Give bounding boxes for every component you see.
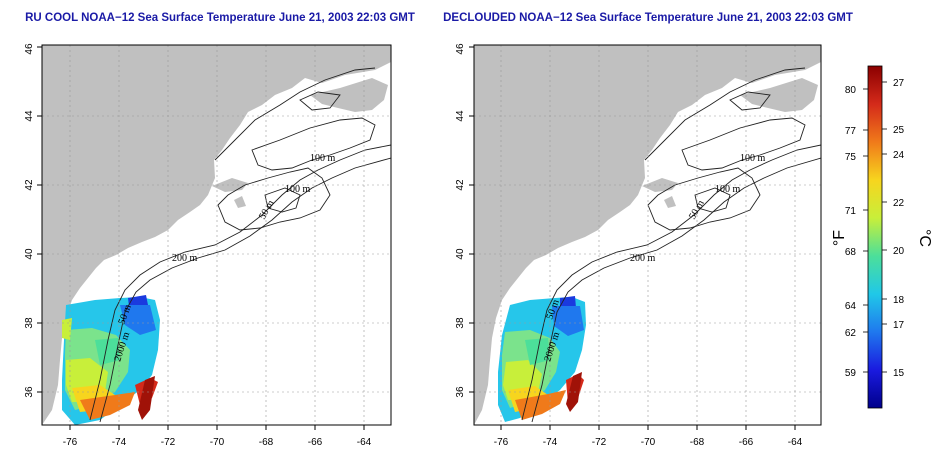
contour-label: 200 m	[630, 253, 656, 264]
fahrenheit-tick: 77	[845, 126, 857, 137]
celsius-unit-label: °C	[916, 229, 933, 247]
lon-tick-label: -64	[357, 437, 372, 448]
lat-tick-label: 38	[24, 317, 35, 329]
latitude-axis	[469, 46, 474, 393]
panel-rucool: RU COOL NOAA−12 Sea Surface Temperature …	[24, 12, 415, 448]
colorbar: 80 77 75 71 68 64 62 59 27 25 24 22 20 1…	[831, 65, 933, 409]
celsius-tick: 17	[893, 320, 905, 331]
lon-tick-label: -66	[308, 437, 323, 448]
sea-surface-temperature	[62, 295, 160, 425]
contour-label: 100 m	[715, 184, 741, 195]
fahrenheit-tick: 59	[845, 368, 857, 379]
fahrenheit-unit-label: °F	[831, 230, 848, 246]
map-area	[474, 45, 821, 425]
lon-tick-label: -76	[63, 437, 78, 448]
lon-tick-label: -64	[788, 437, 803, 448]
lat-tick-label: 40	[455, 248, 466, 260]
lat-tick-label: 44	[455, 110, 466, 122]
bathymetry-contours	[89, 67, 391, 423]
map-area	[42, 45, 391, 425]
colorbar-gradient	[867, 65, 883, 409]
lon-tick-label: -72	[161, 437, 176, 448]
lat-tick-label: 44	[24, 110, 35, 122]
colorbar-ticks	[863, 81, 887, 373]
celsius-tick: 15	[893, 368, 905, 379]
lat-tick-label: 40	[24, 248, 35, 260]
contour-label: 100 m	[740, 153, 766, 164]
lat-tick-label: 42	[24, 179, 35, 191]
lat-tick-label: 38	[455, 317, 466, 329]
fahrenheit-tick: 75	[845, 152, 857, 163]
fahrenheit-tick: 64	[845, 301, 857, 312]
lat-tick-label: 36	[24, 386, 35, 398]
celsius-tick: 24	[893, 150, 905, 161]
grid	[474, 45, 821, 425]
lon-tick-label: -68	[259, 437, 274, 448]
longitude-axis	[500, 425, 796, 430]
lon-tick-label: -74	[543, 437, 558, 448]
bathymetry-contours	[521, 67, 821, 423]
lon-tick-label: -74	[112, 437, 127, 448]
fahrenheit-tick: 71	[845, 206, 857, 217]
lat-tick-label: 42	[455, 179, 466, 191]
lon-tick-label: -68	[690, 437, 705, 448]
celsius-tick: 18	[893, 295, 905, 306]
land-mass	[42, 45, 391, 425]
celsius-tick: 20	[893, 246, 905, 257]
fahrenheit-tick: 80	[845, 85, 857, 96]
longitude-axis	[69, 425, 365, 430]
contour-label: 200 m	[172, 253, 198, 264]
panel-title: DECLOUDED NOAA−12 Sea Surface Temperatur…	[443, 12, 853, 24]
lon-tick-label: -66	[739, 437, 754, 448]
grid	[42, 45, 391, 425]
contour-label: 100 m	[310, 153, 336, 164]
celsius-tick: 22	[893, 198, 905, 209]
panel-declouded: DECLOUDED NOAA−12 Sea Surface Temperatur…	[443, 12, 853, 448]
fahrenheit-tick: 62	[845, 328, 857, 339]
celsius-tick: 25	[893, 125, 905, 136]
lon-tick-label: -70	[210, 437, 225, 448]
lat-tick-label: 36	[455, 386, 466, 398]
latitude-axis	[37, 46, 42, 393]
fahrenheit-tick: 68	[845, 247, 857, 258]
celsius-tick: 27	[893, 78, 905, 89]
lon-tick-label: -76	[494, 437, 509, 448]
lat-tick-label: 46	[455, 43, 466, 55]
lon-tick-label: -70	[641, 437, 656, 448]
contour-label: 100 m	[285, 184, 311, 195]
panel-title: RU COOL NOAA−12 Sea Surface Temperature …	[25, 12, 415, 24]
lat-tick-label: 46	[24, 43, 35, 55]
lon-tick-label: -72	[592, 437, 607, 448]
